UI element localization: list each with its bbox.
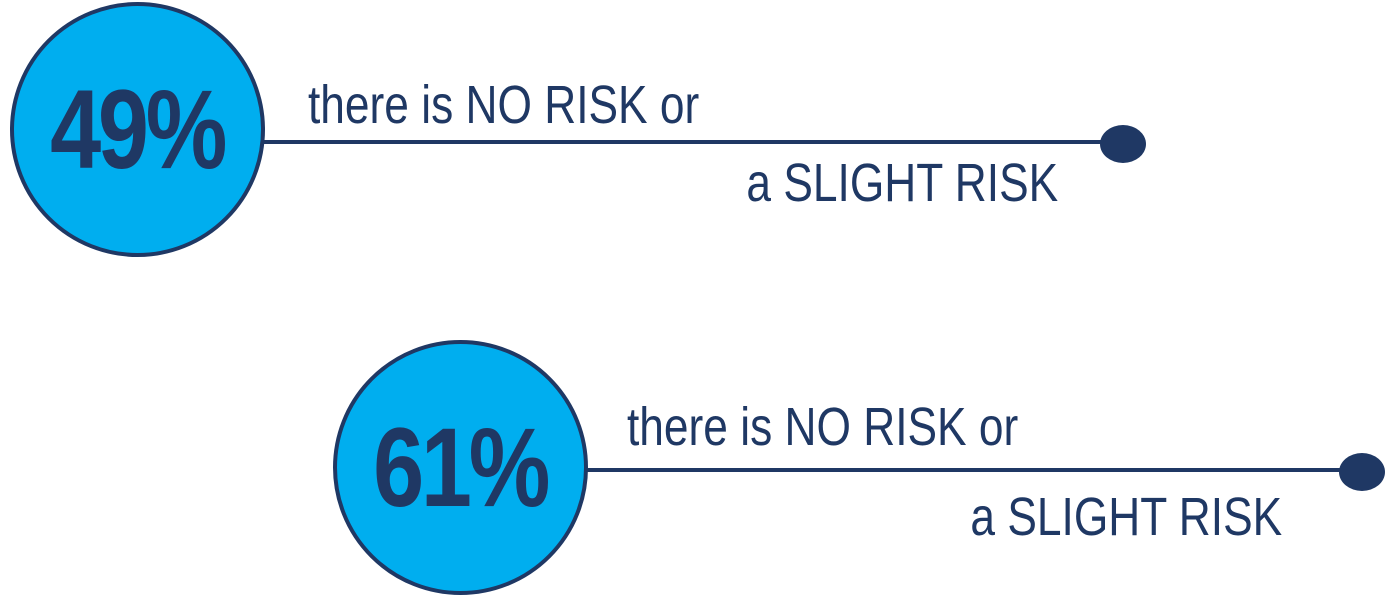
connector-end-dot <box>1339 453 1385 491</box>
percent-circle: 61% <box>333 340 588 595</box>
percent-circle: 49% <box>10 2 265 257</box>
connector-line <box>260 140 1125 144</box>
percent-value: 49% <box>50 66 228 192</box>
connector-end-dot <box>1100 125 1146 163</box>
connector-line <box>585 468 1365 472</box>
caption-line-1: there is NO RISK or <box>627 397 1019 457</box>
caption-line-2: a SLIGHT RISK <box>746 153 1058 213</box>
caption-line-1: there is NO RISK or <box>308 75 700 135</box>
caption-line-2: a SLIGHT RISK <box>970 487 1282 547</box>
percent-value: 61% <box>373 404 551 530</box>
